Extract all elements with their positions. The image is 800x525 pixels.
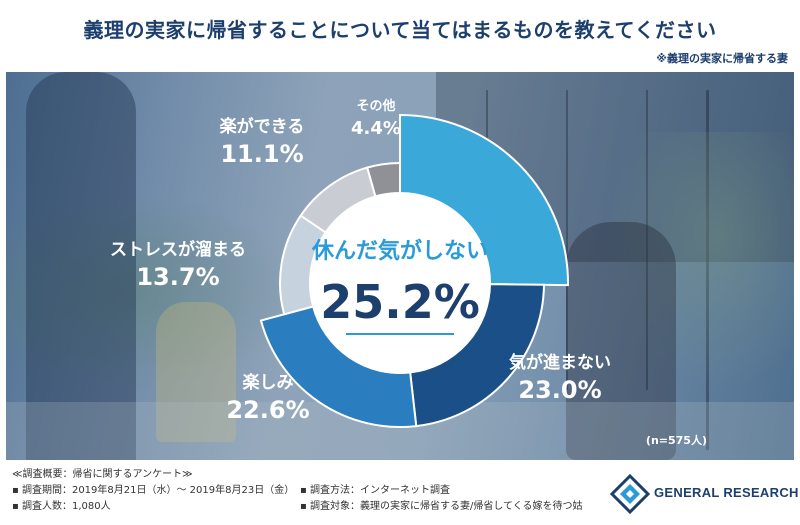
photo-woman [566, 222, 676, 460]
slice-category-label: ストレスが溜まる [110, 239, 246, 260]
center-circle [310, 193, 490, 373]
slice-category-label: 気が進まない [508, 352, 611, 373]
slice-labels: 気が進まない 23.0% 楽しみ 22.6% ストレスが溜まる 13.7% 楽ができる 11.… [110, 98, 611, 424]
survey-method: ▪ 調査方法：インターネット調査 [300, 485, 450, 496]
logo-text: GENERAL RESEARCH [654, 485, 799, 500]
survey-title: ≪調査概要：帰省に関するアンケート≫ [12, 469, 193, 480]
logo-mark-icon [610, 474, 650, 514]
photo-window-frame [706, 90, 709, 450]
center-value-label: 25.2% [320, 275, 480, 329]
slice-value-label: 22.6% [226, 396, 309, 424]
general-research-logo: GENERAL RESEARCH [608, 472, 798, 516]
slice-category-label: 楽しみ [243, 372, 294, 393]
slice-value-label: 4.4% [351, 118, 401, 139]
slice-value-label: 23.0% [518, 376, 601, 404]
slice-value-label: 11.1% [220, 140, 303, 168]
footer: ≪調査概要：帰省に関するアンケート≫ ▪ 調査期間：2019年8月21日（水）～… [0, 460, 800, 525]
slice-value-label: 13.7% [136, 263, 219, 291]
center-category-label: 休んだ気がしない [311, 238, 488, 264]
page-title: 義理の実家に帰省することについて当てはまるものを教えてください [83, 18, 717, 42]
photo-window-frame [646, 90, 648, 390]
survey-target: ▪ 調査対象：義理の実家に帰省する妻/帰省してくる嫁を待つ姑 [300, 501, 583, 512]
survey-period: ▪ 調査期間：2019年8月21日（水）～ 2019年8月23日（金） [12, 485, 295, 496]
slice-category-label: その他 [356, 98, 395, 114]
photo-person [26, 72, 136, 460]
photo-window-frame [566, 90, 568, 390]
photo-foliage [6, 192, 306, 392]
header: 義理の実家に帰省することについて当てはまるものを教えてください ※義理の実家に帰… [0, 0, 800, 72]
sample-size-note: (n=575人) [646, 433, 707, 447]
page-subtitle: ※義理の実家に帰省する妻 [656, 52, 788, 65]
photo-foliage [606, 132, 794, 392]
survey-count: ▪ 調査人数：1,080人 [12, 501, 111, 512]
photo-child [156, 302, 236, 442]
slice-category-label: 楽ができる [220, 116, 305, 137]
